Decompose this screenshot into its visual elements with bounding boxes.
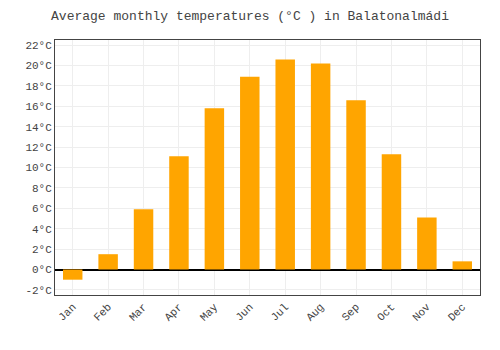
svg-text:12°C: 12°C (25, 142, 52, 154)
svg-text:8°C: 8°C (32, 183, 52, 195)
svg-text:Feb: Feb (92, 301, 114, 323)
svg-text:Aug: Aug (304, 301, 326, 323)
svg-text:Apr: Apr (162, 301, 184, 323)
svg-text:Oct: Oct (375, 301, 397, 323)
svg-text:Dec: Dec (446, 301, 468, 323)
svg-text:Nov: Nov (410, 301, 433, 324)
svg-text:6°C: 6°C (32, 203, 52, 215)
svg-text:2°C: 2°C (32, 244, 52, 256)
svg-text:Jul: Jul (269, 301, 291, 323)
svg-text:20°C: 20°C (25, 60, 52, 72)
svg-text:Jun: Jun (233, 301, 255, 323)
svg-text:0°C: 0°C (32, 264, 52, 276)
svg-text:10°C: 10°C (25, 162, 52, 174)
svg-text:-2°C: -2°C (25, 285, 52, 297)
svg-text:16°C: 16°C (25, 101, 52, 113)
svg-text:14°C: 14°C (25, 122, 52, 134)
svg-text:May: May (198, 301, 221, 324)
svg-text:Mar: Mar (127, 301, 149, 323)
svg-text:Sep: Sep (340, 301, 362, 323)
svg-text:18°C: 18°C (25, 81, 52, 93)
svg-text:Average monthly temperatures (: Average monthly temperatures (°C ) in Ba… (51, 9, 449, 24)
svg-text:22°C: 22°C (25, 40, 52, 52)
svg-text:Jan: Jan (56, 301, 78, 323)
svg-text:4°C: 4°C (32, 224, 52, 236)
